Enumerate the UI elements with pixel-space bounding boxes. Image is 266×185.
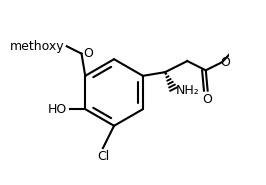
Text: HO: HO [47,103,67,116]
Text: O: O [221,56,230,69]
Text: O: O [83,47,93,60]
Text: NH₂: NH₂ [176,84,200,97]
Text: Cl: Cl [97,150,109,163]
Text: O: O [203,92,213,105]
Text: methoxy: methoxy [10,40,65,53]
